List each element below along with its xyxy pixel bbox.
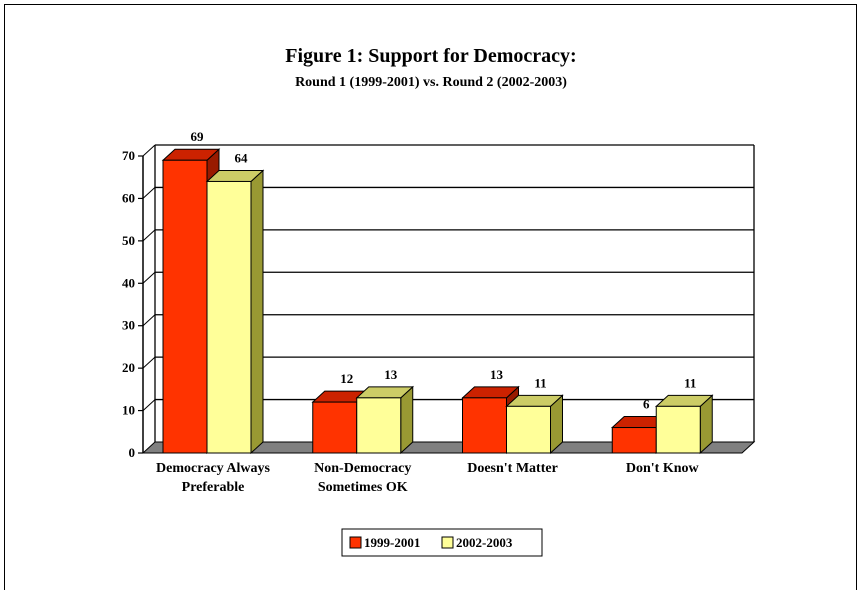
y-tick-label: 70 <box>122 148 135 163</box>
legend-label-2002-2003: 2002-2003 <box>456 535 513 550</box>
category-label: Doesn't Matter <box>467 461 558 476</box>
gridline-side <box>142 356 156 369</box>
y-tick-label: 40 <box>122 275 135 290</box>
bar <box>162 159 208 454</box>
chart-title: Figure 1: Support for Democracy: <box>285 45 576 67</box>
data-label: 13 <box>384 367 398 382</box>
bar <box>206 180 252 454</box>
bar <box>462 397 507 454</box>
gridline-side <box>142 229 156 242</box>
gridline-side <box>142 187 156 199</box>
data-label: 11 <box>534 375 546 390</box>
bar <box>312 401 358 454</box>
legend-swatch-1999-2001 <box>349 536 362 549</box>
bar <box>655 405 701 454</box>
data-label: 11 <box>684 375 696 390</box>
gridline-side <box>142 314 156 327</box>
data-label: 64 <box>235 150 249 165</box>
data-label: 6 <box>643 397 650 412</box>
legend-swatch-2002-2003 <box>441 536 454 549</box>
legend-label-1999-2001: 1999-2001 <box>364 535 420 550</box>
chart-frame <box>4 4 857 590</box>
bars <box>161 148 714 455</box>
category-label: Sometimes OK <box>318 480 408 495</box>
axes: 0 10 20 30 40 50 60 70 <box>122 148 756 460</box>
data-label: 12 <box>340 371 353 386</box>
y-tick-label: 30 <box>122 318 135 333</box>
bar <box>356 397 402 454</box>
data-label: 13 <box>490 367 504 382</box>
y-tick-label: 10 <box>122 403 135 418</box>
data-labels: 69 64 12 13 13 11 6 11 <box>191 129 697 411</box>
bar <box>611 427 657 454</box>
gridline-side <box>142 271 156 284</box>
chart-subtitle: Round 1 (1999-2001) vs. Round 2 (2002-20… <box>295 75 567 90</box>
gridline-side <box>142 399 156 411</box>
y-tick-label: 0 <box>129 445 136 460</box>
category-labels: Democracy Always Preferable Non-Democracy S… <box>156 461 699 495</box>
bar-side <box>250 169 264 455</box>
category-label: Don't Know <box>626 461 700 476</box>
bar <box>506 405 551 454</box>
y-tick-label: 60 <box>122 190 135 205</box>
category-label: Democracy Always <box>156 461 270 476</box>
legend: 1999-2001 2002-2003 <box>341 528 543 557</box>
gridline-side <box>142 144 156 157</box>
y-tick-label: 50 <box>122 233 135 248</box>
y-tick-label: 20 <box>122 360 135 375</box>
category-label: Non-Democracy <box>314 461 411 476</box>
data-label: 69 <box>191 129 205 144</box>
category-label: Preferable <box>182 480 245 495</box>
